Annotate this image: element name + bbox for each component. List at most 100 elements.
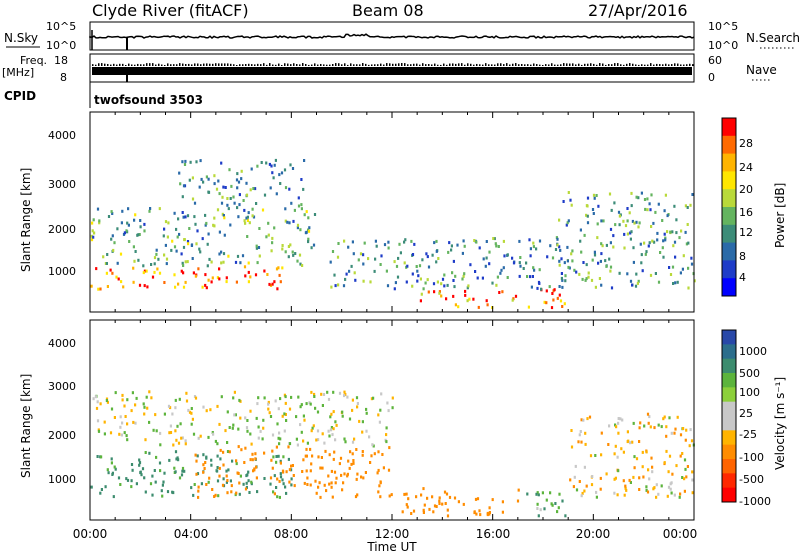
- velocity-cell: [653, 486, 656, 490]
- velocity-cell: [536, 491, 539, 495]
- freq-spike: [383, 64, 385, 66]
- velocity-cell: [669, 487, 672, 491]
- power-cell: [657, 202, 660, 206]
- power-cell: [598, 277, 601, 280]
- velocity-cbar-tick-100: 100: [739, 386, 760, 399]
- freq-spike: [92, 64, 94, 66]
- velocity-cell: [368, 435, 371, 439]
- power-cell: [558, 245, 561, 249]
- velocity-cell: [341, 414, 344, 418]
- velocity-cell: [172, 443, 175, 447]
- freq-spike: [617, 63, 619, 66]
- velocity-cell: [614, 444, 617, 448]
- velocity-cell: [438, 502, 441, 505]
- velocity-cell: [343, 472, 346, 476]
- power-cell: [579, 228, 582, 232]
- power-cell: [635, 195, 638, 199]
- power-cell: [633, 221, 636, 225]
- power-cell: [105, 271, 108, 275]
- freq-spike: [491, 64, 493, 66]
- freq-spike: [578, 63, 580, 66]
- power-cell: [375, 244, 378, 248]
- power-cell: [251, 207, 254, 211]
- power-cell: [503, 254, 506, 258]
- freq-spike: [677, 63, 679, 66]
- velocity-cell: [140, 473, 143, 477]
- velocity-cell: [660, 484, 663, 488]
- freq-spike: [131, 64, 133, 66]
- power-cell: [330, 285, 333, 289]
- velocity-cell: [333, 470, 337, 474]
- velocity-cell: [96, 400, 99, 404]
- power-cell: [468, 297, 471, 301]
- power-cell: [662, 255, 665, 259]
- power-cell: [300, 178, 303, 181]
- power-cell: [206, 264, 209, 268]
- power-cell: [440, 282, 443, 286]
- power-cell: [106, 253, 109, 256]
- velocity-cell: [580, 418, 583, 422]
- freq-spike: [209, 63, 211, 66]
- velocity-cell: [329, 415, 332, 419]
- power-cell: [624, 224, 628, 228]
- velocity-cell: [662, 417, 665, 421]
- velocity-cell: [689, 428, 692, 432]
- power-cell: [367, 257, 370, 261]
- velocity-cell: [154, 413, 157, 417]
- power-cell: [518, 261, 521, 265]
- velocity-cell: [205, 483, 208, 486]
- xlabel: Time UT: [366, 540, 417, 554]
- power-cell: [495, 244, 498, 248]
- velocity-cell: [237, 472, 240, 475]
- velocity-cell: [290, 483, 293, 487]
- power-cell: [288, 187, 291, 191]
- velocity-cell: [348, 417, 352, 421]
- power-cell: [608, 192, 612, 196]
- nave-tick-top: 60: [708, 54, 722, 67]
- velocity-cell: [202, 453, 205, 457]
- power-cell: [433, 241, 436, 245]
- power-cell: [93, 231, 96, 235]
- velocity-cell: [226, 441, 229, 444]
- freq-spike: [191, 64, 193, 66]
- power-cell: [649, 273, 653, 277]
- velocity-cell: [197, 485, 200, 489]
- velocity-cell: [180, 436, 183, 440]
- velocity-cell: [143, 476, 146, 480]
- freq-spike: [452, 63, 454, 66]
- freq-spike: [242, 64, 244, 66]
- velocity-cell: [284, 413, 287, 416]
- power-cell: [157, 257, 160, 261]
- freq-spike: [386, 63, 388, 66]
- velocity-cell: [641, 450, 644, 454]
- power-cell: [180, 269, 183, 273]
- velocity-cell: [330, 412, 333, 416]
- power-cell: [278, 273, 281, 277]
- freq-spike: [653, 64, 655, 66]
- power-cbar-tick-4: 4: [739, 271, 746, 284]
- freq-spike: [290, 64, 292, 66]
- freq-spike: [632, 63, 634, 66]
- power-cell: [143, 229, 146, 233]
- velocity-cell: [283, 412, 286, 416]
- power-cell: [188, 178, 191, 182]
- freq-spike: [692, 64, 694, 66]
- freq-spike: [530, 64, 532, 66]
- power-cell: [312, 243, 316, 247]
- power-cell: [303, 159, 306, 162]
- velocity-cell: [121, 421, 124, 425]
- power-cbar-tick-16: 16: [739, 206, 753, 219]
- velocity-cell: [516, 499, 520, 503]
- power-cell: [646, 208, 649, 212]
- power-cell: [265, 235, 268, 239]
- freq-spike: [170, 64, 172, 66]
- power-cell: [394, 281, 397, 285]
- power-cell: [457, 305, 460, 309]
- power-cell: [662, 239, 665, 243]
- power-cell: [538, 282, 541, 285]
- power-cell: [664, 193, 667, 197]
- freq-spike: [338, 63, 340, 66]
- power-cell: [177, 282, 180, 286]
- power-cell: [139, 225, 142, 229]
